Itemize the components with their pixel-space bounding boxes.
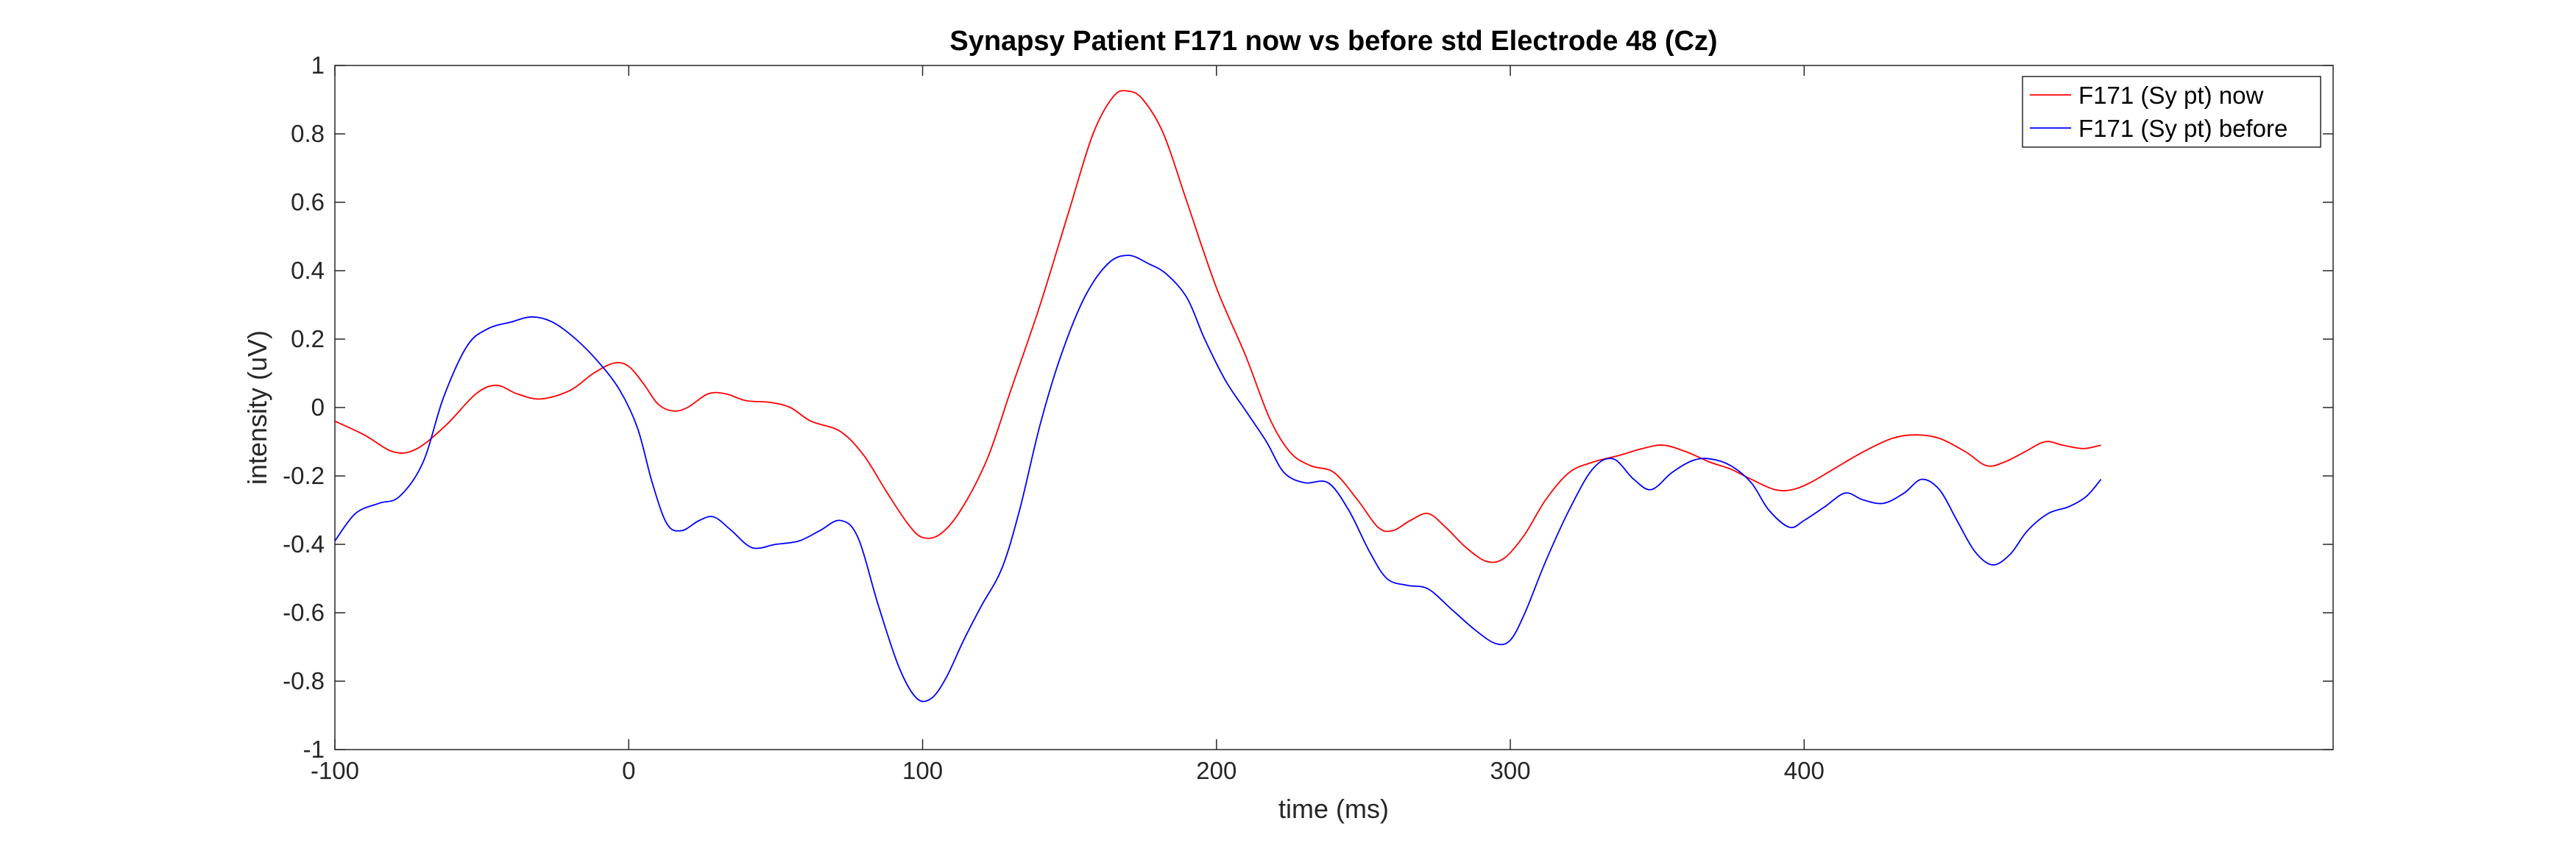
- x-tick-label: 100: [902, 757, 943, 784]
- x-axis-label: time (ms): [1278, 794, 1389, 824]
- y-tick-label: -0.6: [283, 599, 325, 626]
- series-lines: [334, 90, 2102, 702]
- y-tick-label: -0.2: [283, 462, 325, 489]
- chart-title: Synapsy Patient F171 now vs before std E…: [949, 26, 1717, 57]
- y-tick-label: 0.2: [291, 325, 325, 352]
- y-axis-label: intensity (uV): [242, 330, 272, 485]
- y-tick-label: -1: [303, 736, 325, 763]
- y-tick-label: -0.4: [283, 530, 325, 558]
- axis-ticks: -100 0 100 200 300 400 1 0.8 0.6 0.4 0.2 0 -0.2 -0.4 -…: [283, 51, 2333, 784]
- legend-box: [2022, 76, 2321, 148]
- x-tick-label: 0: [622, 757, 635, 784]
- legend-label-now: F171 (Sy pt) now: [2078, 82, 2263, 109]
- x-tick-label: 300: [1490, 757, 1531, 784]
- legend: F171 (Sy pt) now F171 (Sy pt) before: [2022, 76, 2321, 148]
- y-tick-label: 1: [311, 51, 325, 79]
- y-tick-label: -0.8: [283, 667, 325, 694]
- y-tick-label: 0.4: [291, 257, 325, 284]
- y-tick-label: 0: [311, 394, 325, 421]
- plot-area: [334, 65, 2334, 750]
- series-now-line: [334, 90, 2101, 563]
- y-tick-label: 0.8: [291, 120, 325, 147]
- x-tick-label: -100: [311, 757, 359, 784]
- legend-label-before: F171 (Sy pt) before: [2078, 115, 2287, 142]
- y-tick-label: 0.6: [291, 188, 325, 216]
- series-before-line: [334, 255, 2102, 702]
- x-tick-label: 400: [1784, 757, 1825, 784]
- x-tick-label: 200: [1196, 757, 1236, 784]
